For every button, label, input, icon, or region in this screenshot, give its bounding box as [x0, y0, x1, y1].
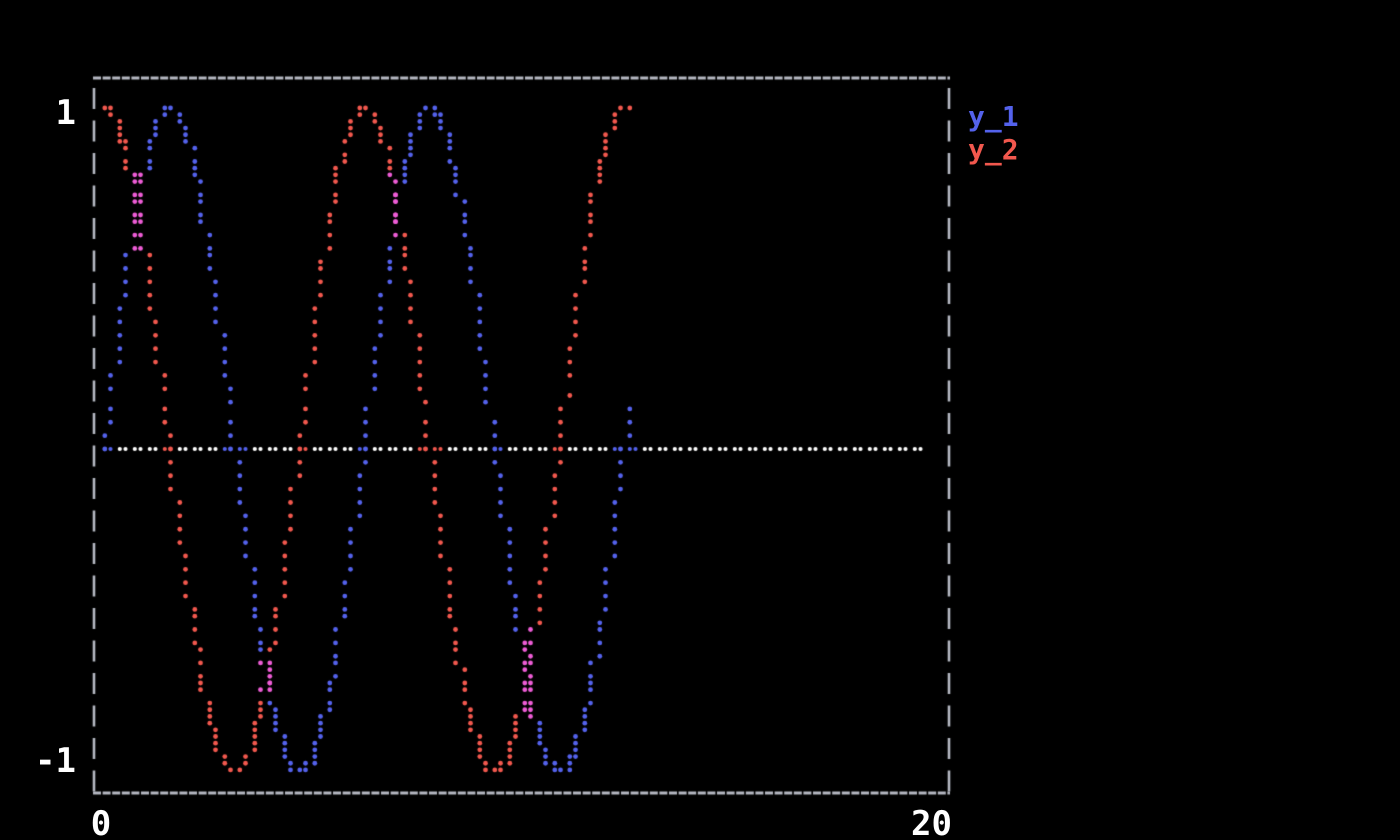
legend-item-y2: y_2: [968, 133, 1019, 166]
y-axis-tick-top: 1: [55, 93, 76, 133]
legend: y_1 y_2: [968, 100, 1019, 166]
x-axis-tick-left: 0: [90, 804, 112, 840]
x-axis-tick-right: 20: [911, 804, 952, 840]
y-axis-tick-bottom: -1: [35, 741, 76, 781]
legend-item-y1: y_1: [968, 100, 1019, 133]
